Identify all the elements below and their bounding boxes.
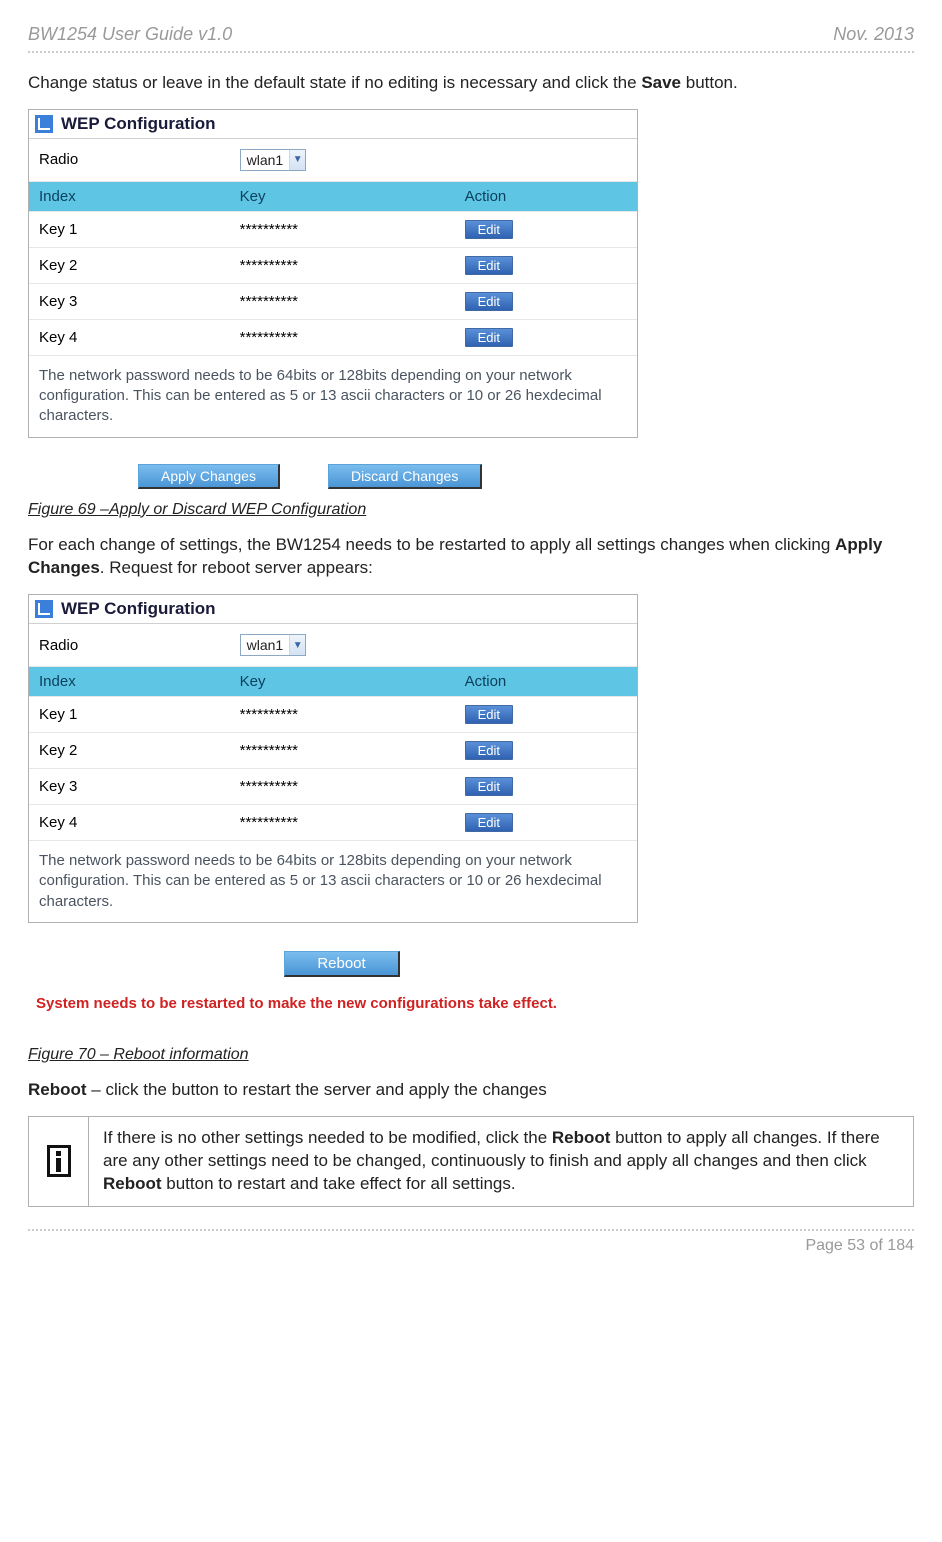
table-row: Key 3 ********** Edit	[29, 283, 637, 319]
wep-screenshot-2: WEP Configuration Radio wlan1 ▼ Index Ke…	[28, 594, 656, 1034]
key-value: **********	[230, 283, 455, 319]
reboot-warning: System needs to be restarted to make the…	[28, 991, 656, 1034]
key-index: Key 2	[29, 247, 230, 283]
info-bold: Reboot	[552, 1128, 611, 1147]
key-index: Key 1	[29, 697, 230, 733]
col-key: Key	[230, 181, 455, 211]
col-action: Action	[455, 181, 637, 211]
info-icon-cell	[29, 1117, 89, 1206]
radio-label: Radio	[29, 624, 230, 667]
edit-button[interactable]: Edit	[465, 328, 513, 347]
info-box: If there is no other settings needed to …	[28, 1116, 914, 1207]
edit-button[interactable]: Edit	[465, 741, 513, 760]
figure-69-caption: Figure 69 –Apply or Discard WEP Configur…	[28, 501, 914, 519]
reboot-line: Reboot – click the button to restart the…	[28, 1078, 914, 1102]
key-value: **********	[230, 247, 455, 283]
radio-value: wlan1	[241, 152, 290, 168]
key-index: Key 2	[29, 733, 230, 769]
key-index: Key 4	[29, 805, 230, 841]
intro-post: button.	[681, 73, 738, 92]
radio-select[interactable]: wlan1 ▼	[240, 634, 307, 656]
edit-button[interactable]: Edit	[465, 813, 513, 832]
edit-button[interactable]: Edit	[465, 220, 513, 239]
info-seg: If there is no other settings needed to …	[103, 1128, 552, 1147]
reboot-rest: – click the button to restart the server…	[87, 1080, 547, 1099]
panel-collapse-icon[interactable]	[35, 115, 53, 133]
p2-post: . Request for reboot server appears:	[100, 558, 373, 577]
key-index: Key 3	[29, 283, 230, 319]
intro-paragraph: Change status or leave in the default st…	[28, 71, 914, 95]
page-footer: Page 53 of 184	[28, 1229, 914, 1255]
col-index: Index	[29, 667, 230, 697]
radio-value: wlan1	[241, 637, 290, 653]
discard-button[interactable]: Discard Changes	[328, 464, 482, 489]
edit-button[interactable]: Edit	[465, 256, 513, 275]
key-index: Key 1	[29, 211, 230, 247]
radio-label: Radio	[29, 139, 230, 182]
reboot-bold: Reboot	[28, 1080, 87, 1099]
col-action: Action	[455, 667, 637, 697]
edit-button[interactable]: Edit	[465, 705, 513, 724]
edit-button[interactable]: Edit	[465, 292, 513, 311]
figure-70-caption: Figure 70 – Reboot information	[28, 1046, 914, 1064]
radio-select[interactable]: wlan1 ▼	[240, 149, 307, 171]
key-value: **********	[230, 697, 455, 733]
panel-header: WEP Configuration	[29, 595, 637, 624]
key-value: **********	[230, 319, 455, 355]
wep-note: The network password needs to be 64bits …	[29, 841, 637, 922]
table-row: Key 2 ********** Edit	[29, 733, 637, 769]
panel-title: WEP Configuration	[61, 114, 216, 134]
info-text: If there is no other settings needed to …	[89, 1117, 913, 1206]
table-row: Key 4 ********** Edit	[29, 319, 637, 355]
wep-table: Radio wlan1 ▼ Index Key Action Key 1 ***…	[29, 139, 637, 437]
table-row: Key 4 ********** Edit	[29, 805, 637, 841]
info-icon	[47, 1145, 71, 1177]
table-row: Key 3 ********** Edit	[29, 769, 637, 805]
table-row: Key 1 ********** Edit	[29, 697, 637, 733]
wep-table: Radio wlan1 ▼ Index Key Action Key 1 ***…	[29, 624, 637, 922]
apply-paragraph: For each change of settings, the BW1254 …	[28, 533, 914, 581]
reboot-button[interactable]: Reboot	[284, 951, 399, 977]
apply-discard-row: Apply Changes Discard Changes	[138, 464, 914, 489]
wep-note: The network password needs to be 64bits …	[29, 355, 637, 436]
panel-collapse-icon[interactable]	[35, 600, 53, 618]
table-row: Key 2 ********** Edit	[29, 247, 637, 283]
doc-header: BW1254 User Guide v1.0 Nov. 2013	[28, 24, 914, 53]
key-value: **********	[230, 769, 455, 805]
panel-title: WEP Configuration	[61, 599, 216, 619]
key-index: Key 3	[29, 769, 230, 805]
p2-pre: For each change of settings, the BW1254 …	[28, 535, 835, 554]
key-index: Key 4	[29, 319, 230, 355]
key-value: **********	[230, 733, 455, 769]
doc-date: Nov. 2013	[833, 24, 914, 45]
chevron-down-icon: ▼	[289, 150, 305, 170]
intro-pre: Change status or leave in the default st…	[28, 73, 641, 92]
info-bold: Reboot	[103, 1174, 162, 1193]
info-seg: button to restart and take effect for al…	[162, 1174, 516, 1193]
key-value: **********	[230, 211, 455, 247]
doc-title: BW1254 User Guide v1.0	[28, 24, 232, 45]
table-row: Key 1 ********** Edit	[29, 211, 637, 247]
edit-button[interactable]: Edit	[465, 777, 513, 796]
chevron-down-icon: ▼	[289, 635, 305, 655]
panel-header: WEP Configuration	[29, 110, 637, 139]
intro-bold: Save	[641, 73, 681, 92]
col-index: Index	[29, 181, 230, 211]
key-value: **********	[230, 805, 455, 841]
apply-button[interactable]: Apply Changes	[138, 464, 280, 489]
col-key: Key	[230, 667, 455, 697]
wep-screenshot-1: WEP Configuration Radio wlan1 ▼ Index Ke…	[28, 109, 638, 438]
